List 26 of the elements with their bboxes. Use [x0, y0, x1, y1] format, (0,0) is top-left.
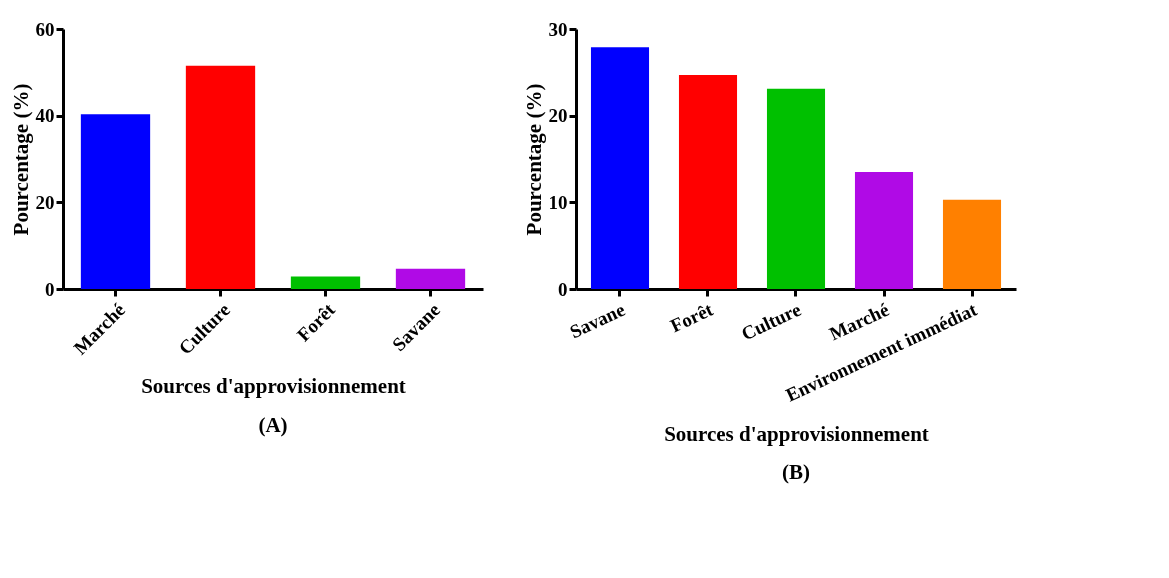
- bar: [766, 88, 826, 289]
- y-axis-title: Pourcentage (%): [521, 83, 546, 236]
- y-tick-label: 60: [35, 18, 55, 40]
- y-tick-label: 10: [548, 191, 568, 213]
- y-tick-label: 40: [35, 105, 55, 127]
- bar: [590, 47, 650, 289]
- x-axis-title: Sources d'approvisionnement: [141, 374, 406, 399]
- bar: [80, 114, 151, 289]
- bar: [942, 199, 1002, 289]
- bar: [395, 268, 466, 289]
- bar: [854, 172, 914, 289]
- x-axis-title: Sources d'approvisionnement: [664, 421, 929, 446]
- bar: [185, 65, 256, 289]
- text: (B): [782, 460, 810, 485]
- bar: [290, 276, 361, 289]
- y-axis-title: Pourcentage (%): [8, 83, 33, 236]
- y-tick-label: 0: [558, 278, 568, 300]
- x-tick-label: Culture: [738, 298, 805, 345]
- text: (A): [258, 412, 288, 437]
- x-tick-label: Savane: [566, 298, 629, 343]
- y-tick-label: 20: [35, 191, 55, 213]
- y-tick-label: 20: [548, 105, 568, 127]
- y-tick-label: 0: [45, 278, 55, 300]
- y-tick-label: 30: [548, 18, 568, 40]
- bar: [678, 74, 738, 289]
- x-tick-label: Forêt: [666, 298, 717, 337]
